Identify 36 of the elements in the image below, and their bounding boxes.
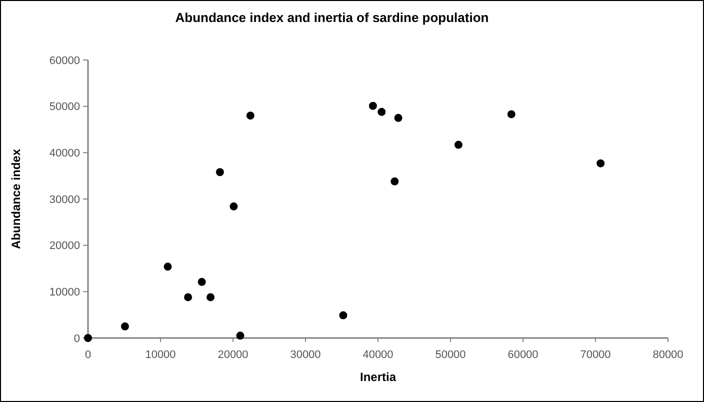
point [184,293,192,302]
point [596,159,605,168]
point [120,322,129,330]
point [246,112,254,120]
x-tick-label: 20000 [218,349,248,361]
point [339,311,348,320]
x-tick-label: 80000 [652,349,684,361]
y-tick-label: 50000 [49,101,80,114]
point [454,140,462,149]
y-tick-label: 30000 [49,194,80,206]
point [206,293,215,302]
point [507,110,516,118]
y-tick-label: 0 [74,332,80,345]
point [230,202,238,210]
x-tick-label: 0 [84,349,92,361]
y-tick-label: 20000 [49,240,80,252]
x-tick-label: 50000 [435,349,466,361]
point [378,108,386,116]
x-axis-title: Inertia [360,370,396,384]
x-tick-label: 10000 [145,349,176,361]
y-tick-label: 40000 [49,148,80,160]
x-tick-label: 60000 [508,349,538,361]
point [216,168,224,176]
y-tick-label: 10000 [49,286,80,299]
x-tick-label: 70000 [580,349,611,361]
x-tick-label: 40000 [362,349,394,361]
point [368,102,377,110]
point [236,332,244,340]
point [164,262,172,271]
point [390,177,399,186]
y-tick-label: 60000 [49,54,80,67]
point [198,278,206,286]
point [394,114,402,122]
chart-title: Abundance index and inertia of sardine population [175,10,489,25]
y-axis-title: Abundance index [9,148,23,250]
x-tick-label: 30000 [290,349,321,361]
